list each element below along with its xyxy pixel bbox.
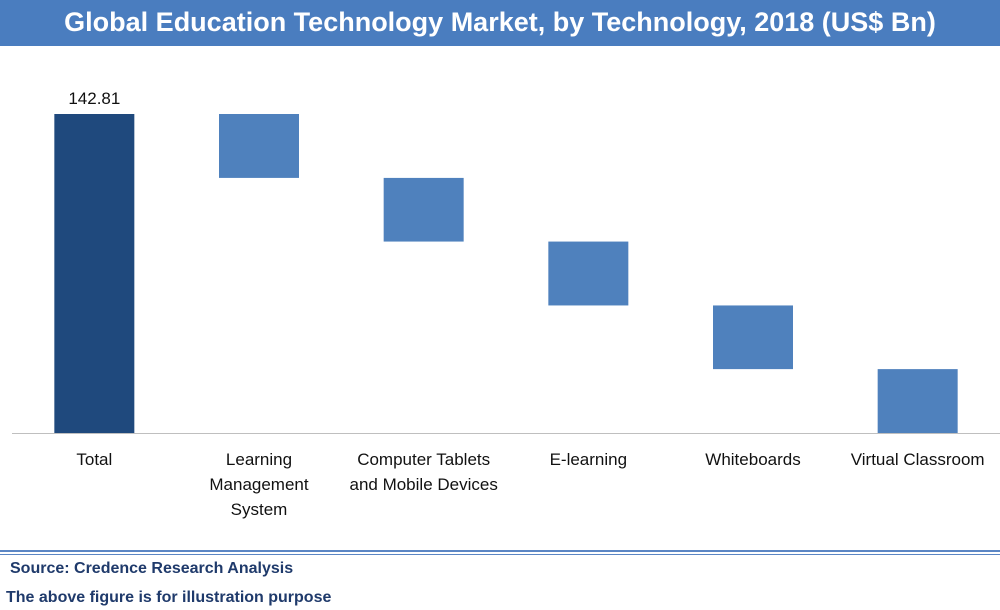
- data-label: 142.81: [68, 89, 120, 108]
- category-label: Virtual Classroom: [851, 450, 985, 469]
- category-label: Total: [76, 450, 112, 469]
- category-label: Computer Tablets and Mobile Devices: [349, 450, 497, 494]
- footer-divider: [0, 550, 1000, 552]
- step-bar-2: [383, 177, 464, 242]
- category-label: Learning Management System: [209, 450, 309, 519]
- illustration-note: The above figure is for illustration pur…: [6, 589, 332, 606]
- step-bar-5: [877, 369, 958, 433]
- step-bar-1: [219, 114, 299, 178]
- title-bar: [0, 0, 1000, 46]
- footer-divider-thin: [0, 554, 1000, 555]
- chart-title: Global Education Technology Market, by T…: [64, 7, 936, 37]
- source-note: Source: Credence Research Analysis: [10, 560, 294, 577]
- waterfall-chart: 142.81 Total Learning Management System Compu…: [12, 89, 1000, 519]
- category-label: Whiteboards: [705, 450, 800, 469]
- step-bar-4: [713, 305, 793, 370]
- step-bar-3: [548, 241, 629, 306]
- total-bar: [54, 114, 135, 433]
- category-label: E-learning: [550, 450, 628, 469]
